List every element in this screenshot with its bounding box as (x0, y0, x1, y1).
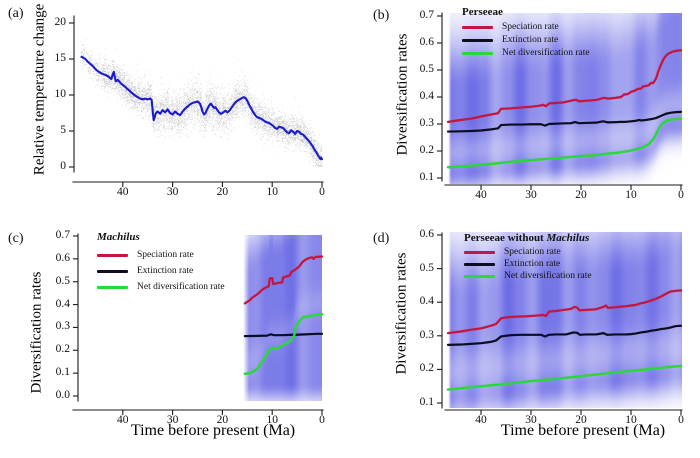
extinction-line-swatch (97, 269, 128, 273)
legend-title-c: Machilus (97, 231, 225, 243)
y-tick-label: 0.7 (55, 229, 70, 241)
diversification-plot-canvas-b (350, 0, 700, 229)
x-tick-label: 30 (525, 189, 537, 201)
y-tick-label: 0.1 (55, 366, 70, 379)
speciation-line-swatch (464, 250, 495, 254)
extinction-line-swatch (464, 262, 495, 266)
panel-letter-b: (b) (373, 8, 390, 23)
legend-label-netdiv: Net diversification rate (504, 271, 592, 281)
extinction-line-swatch (462, 38, 493, 42)
x-tick-label: 20 (216, 186, 229, 198)
legend-title-roman: Perseeae (462, 6, 503, 18)
speciation-line-swatch (97, 253, 128, 257)
y-tick-label: 0.6 (419, 36, 434, 48)
y-tick-label: 15 (54, 52, 67, 64)
panel-d: (d) Diversification rates Time before pr… (350, 228, 700, 458)
y-tick-label: 0.4 (419, 90, 434, 102)
y-tick-label: 0.6 (419, 228, 434, 240)
legend-item-speciation: Speciation rate (97, 250, 225, 260)
x-tick-label: 30 (525, 414, 537, 426)
legend-title-b: Perseeae (462, 6, 590, 18)
x-tick-label: 0 (678, 189, 684, 201)
x-tick-label: 10 (266, 414, 278, 426)
legend-title-italic: Machilus (546, 232, 590, 244)
x-tick-label: 10 (625, 189, 637, 201)
diversification-plot-canvas-d (350, 229, 700, 458)
y-tick-label: 0.1 (419, 171, 434, 183)
x-tick-label: 40 (475, 414, 487, 426)
y-tick-label: 0.3 (55, 320, 70, 333)
x-tick-label: 40 (475, 189, 487, 201)
netdiv-line-swatch (464, 274, 495, 278)
x-tick-label: 40 (117, 414, 129, 426)
legend-label-speciation: Speciation rate (137, 250, 194, 260)
legend-item-extinction: Extinction rate (462, 35, 590, 45)
netdiv-line-swatch (97, 285, 128, 289)
y-tick-label: 0.3 (419, 117, 434, 129)
y-tick-label: 5 (60, 124, 66, 136)
legend-title-roman: Perseeae without (464, 232, 547, 244)
netdiv-line-swatch (462, 51, 493, 55)
legend-item-speciation: Speciation rate (462, 22, 590, 32)
y-tick-label: 0 (60, 160, 66, 172)
y-tick-label: 0.2 (419, 362, 434, 375)
x-tick-label: 0 (678, 414, 684, 426)
x-tick-label: 20 (216, 414, 229, 426)
y-tick-label: 0.5 (55, 274, 70, 287)
legend-item-netdiv: Net diversification rate (464, 271, 592, 281)
legend-item-extinction: Extinction rate (97, 266, 225, 276)
x-tick-label: 0 (319, 414, 325, 426)
x-axis-label-c: Time before present (Ma) (130, 422, 296, 439)
y-tick-label: 0.4 (419, 295, 434, 308)
panel-b: (b) Diversification rates Perseeae Speci… (350, 0, 700, 229)
legend-label-extinction: Extinction rate (502, 35, 559, 45)
legend-item-extinction: Extinction rate (464, 259, 592, 269)
legend-item-netdiv: Net diversification rate (97, 282, 225, 292)
panel-a: (a) Relative temperature change 0 5 10 15 20… (0, 0, 350, 229)
legend-label-speciation: Speciation rate (504, 247, 561, 257)
y-tick-label: 0.1 (419, 396, 434, 408)
legend-label-speciation: Speciation rate (502, 22, 559, 32)
x-tick-label: 10 (266, 186, 278, 198)
panel-letter-d: (d) (373, 231, 390, 246)
legend-item-speciation: Speciation rate (464, 247, 592, 257)
temperature-plot-canvas (0, 0, 350, 229)
x-tick-label: 30 (166, 186, 179, 198)
y-tick-label: 0.7 (419, 9, 434, 21)
legend-label-extinction: Extinction rate (137, 266, 194, 276)
y-tick-label: 0.4 (55, 297, 70, 310)
x-tick-label: 30 (166, 414, 179, 426)
y-tick-label: 0.2 (419, 144, 434, 156)
legend-b: Perseeae Speciation rate Extinction rate… (462, 6, 590, 58)
panel-letter-c: (c) (8, 231, 24, 246)
legend-label-netdiv: Net diversification rate (502, 48, 590, 58)
y-tick-label: 0.0 (55, 389, 70, 401)
x-tick-label: 10 (625, 414, 637, 426)
panel-c: (c) Diversification rates Time before pr… (0, 229, 350, 458)
y-tick-label: 0.2 (55, 343, 70, 356)
legend-label-netdiv: Net diversification rate (137, 282, 225, 292)
legend-title-d: Perseeae without Machilus (464, 232, 592, 244)
x-tick-label: 40 (117, 186, 129, 198)
x-axis-label-d: Time before present (Ma) (500, 422, 666, 439)
y-axis-label-d: Diversification rates (393, 252, 410, 375)
legend-c: Machilus Speciation rate Extinction rate… (97, 231, 225, 292)
panel-letter-a: (a) (8, 6, 24, 21)
y-tick-label: 0.6 (55, 251, 70, 264)
diversification-plot-canvas-c (0, 229, 350, 458)
x-tick-label: 0 (319, 186, 325, 198)
x-tick-label: 20 (575, 414, 587, 426)
legend-d: Perseeae without Machilus Speciation rat… (464, 232, 592, 281)
legend-item-netdiv: Net diversification rate (462, 48, 590, 58)
legend-label-extinction: Extinction rate (504, 259, 561, 269)
y-tick-label: 10 (54, 88, 67, 100)
y-tick-label: 0.5 (419, 63, 434, 75)
y-tick-label: 0.5 (419, 261, 434, 274)
legend-title-italic: Machilus (97, 231, 140, 243)
speciation-line-swatch (462, 25, 493, 29)
y-tick-label: 0.3 (419, 328, 434, 341)
x-tick-label: 20 (575, 189, 587, 201)
y-tick-label: 20 (54, 16, 67, 28)
